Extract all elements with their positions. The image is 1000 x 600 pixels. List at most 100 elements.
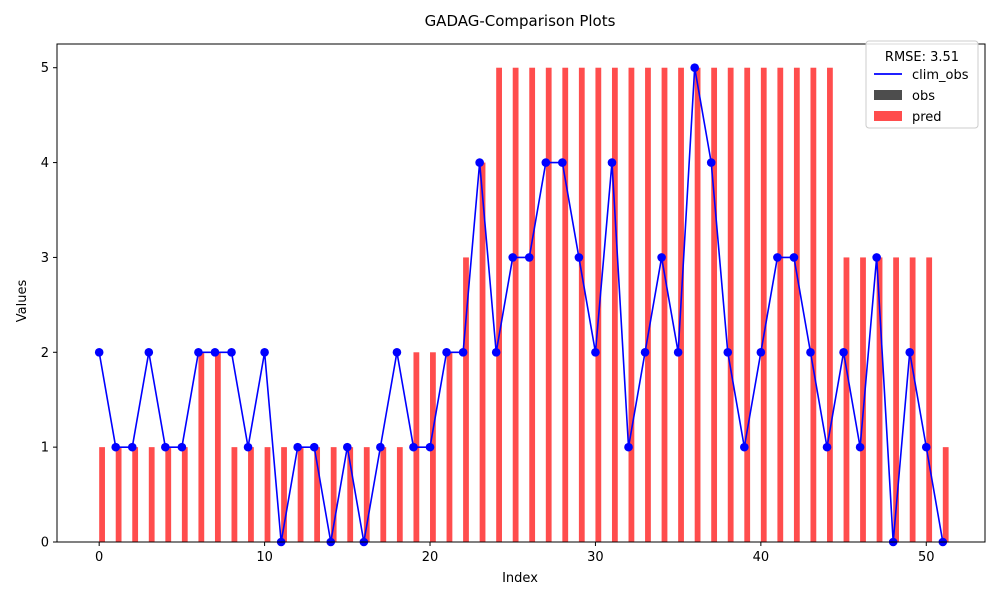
clim-obs-point (740, 442, 749, 452)
y-tick-label: 4 (41, 156, 49, 171)
clim-obs-point (673, 347, 683, 357)
pred-bar (711, 67, 718, 542)
x-tick-label: 30 (587, 550, 604, 565)
pred-bar (926, 257, 933, 542)
clim-obs-point (905, 347, 915, 357)
clim-obs-point (409, 442, 418, 452)
legend-title: RMSE: 3.51 (885, 50, 959, 65)
clim-obs-point (94, 347, 104, 357)
pred-bar (148, 447, 155, 542)
pred-bar (545, 67, 552, 542)
pred-bar (115, 447, 122, 542)
clim-obs-point (260, 347, 269, 357)
clim-obs-point (773, 253, 782, 262)
pred-bar (231, 447, 238, 542)
pred-bar (942, 447, 949, 542)
legend-label-clim-obs: clim_obs (912, 68, 969, 83)
pred-bar (843, 257, 850, 542)
pred-bar (777, 67, 784, 542)
clim-obs-point (293, 442, 302, 452)
pred-bar (99, 447, 105, 542)
clim-obs-point (111, 442, 121, 452)
pred-bar (793, 67, 800, 542)
clim-obs-point (591, 347, 600, 357)
y-tick-label: 0 (41, 536, 49, 551)
pred-bar (496, 67, 502, 542)
pred-bar (909, 257, 916, 542)
pred-bar (694, 67, 701, 542)
pred-bar (760, 67, 767, 542)
legend-swatch-obs (874, 90, 902, 100)
pred-bar (330, 447, 337, 542)
clim-obs-point (921, 442, 931, 452)
line-layer (94, 63, 948, 547)
legend: RMSE: 3.51 clim_obs obs pred (865, 40, 979, 129)
pred-bar (876, 257, 883, 542)
pred-bar (827, 67, 833, 542)
clim-obs-point (723, 347, 733, 357)
clim-obs-point (872, 253, 881, 262)
y-tick-label: 3 (41, 251, 49, 266)
clim-obs-point (127, 442, 137, 452)
clim-obs-point (789, 253, 799, 262)
pred-bar (744, 67, 751, 542)
x-tick-label: 20 (422, 550, 439, 565)
clim-obs-point (706, 158, 716, 167)
clim-obs-point (657, 253, 666, 262)
clim-obs-point (392, 347, 402, 357)
clim-obs-point (541, 158, 551, 167)
clim-obs-point (210, 347, 220, 357)
clim-obs-point (524, 253, 534, 262)
clim-obs-point (640, 347, 650, 357)
pred-bar (578, 67, 585, 542)
clim-obs-point (194, 347, 203, 357)
pred-bar (363, 447, 370, 542)
axes-layer: 0 10 20 30 40 50 0 1 2 3 4 5 (41, 43, 986, 565)
clim-obs-point (177, 442, 187, 452)
clim-obs-point (839, 347, 848, 357)
y-axis-title: Values (15, 280, 30, 323)
pred-bar (165, 447, 172, 542)
y-tick-label: 2 (41, 346, 49, 361)
clim-obs-point (607, 158, 617, 167)
y-tick-label: 5 (41, 61, 49, 76)
pred-bar (181, 447, 188, 542)
clim-obs-point (491, 347, 501, 357)
pred-bar (347, 447, 354, 542)
legend-label-pred: pred (912, 110, 942, 125)
pred-bar (214, 352, 221, 542)
clim-obs-point (508, 253, 518, 262)
clim-obs-point (458, 347, 468, 357)
pred-bar (661, 67, 668, 542)
pred-bar (281, 447, 287, 542)
pred-bar (446, 352, 453, 542)
pred-bar (810, 67, 817, 542)
clim-obs-point (475, 158, 484, 167)
pred-bar (198, 352, 205, 542)
x-tick-label: 0 (95, 550, 103, 565)
x-axis-title: Index (502, 571, 538, 586)
bars-layer (99, 67, 949, 543)
legend-swatch-pred (874, 111, 902, 121)
pred-bar (248, 447, 254, 542)
clim-obs-point (243, 442, 253, 452)
legend-box (865, 40, 979, 129)
clim-obs-point (376, 442, 385, 452)
clim-obs-line (98, 67, 944, 543)
pred-bar (628, 67, 635, 542)
clim-obs-point (822, 442, 832, 452)
clim-obs-point (855, 442, 865, 452)
chart-title: GADAG-Comparison Plots (425, 12, 616, 30)
pred-bar (529, 67, 536, 542)
clim-obs-point (690, 63, 699, 73)
pred-bar (380, 447, 387, 542)
pred-bar (562, 67, 569, 542)
legend-label-obs: obs (912, 89, 935, 104)
clim-obs-point (756, 347, 766, 357)
pred-bar (132, 447, 139, 542)
x-tick-label: 10 (256, 550, 273, 565)
clim-obs-point (574, 253, 584, 262)
pred-bar (860, 257, 866, 542)
